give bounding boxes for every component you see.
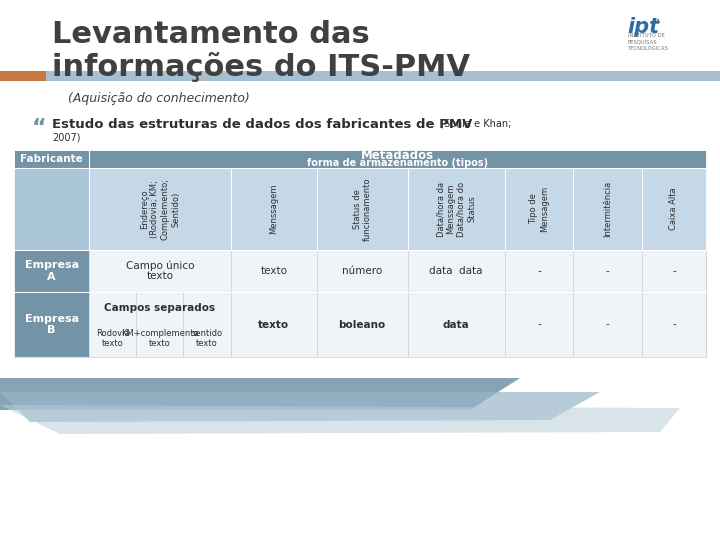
Text: Campos separados: Campos separados <box>104 303 215 313</box>
Text: Data/hora da
Menssagem
Data/hora do
Status: Data/hora da Menssagem Data/hora do Stat… <box>436 181 476 237</box>
Polygon shape <box>0 392 600 422</box>
Text: Caixa Alta: Caixa Alta <box>670 188 678 231</box>
Text: Tipo de
Mensagem: Tipo de Mensagem <box>529 186 549 232</box>
Text: texto: texto <box>146 271 174 281</box>
Text: texto: texto <box>102 339 124 348</box>
Text: Intermitência: Intermitência <box>603 181 612 237</box>
Bar <box>0 71 46 81</box>
Text: KM+complemento: KM+complemento <box>121 329 199 338</box>
Text: -: - <box>606 320 610 329</box>
Text: ': ' <box>656 18 660 32</box>
Text: Metadados: Metadados <box>361 148 434 161</box>
Text: texto: texto <box>260 266 287 276</box>
Text: -: - <box>537 266 541 276</box>
Text: sentido: sentido <box>192 329 222 338</box>
Bar <box>14 292 89 357</box>
Text: (Aquisição do conhecimento): (Aquisição do conhecimento) <box>68 92 250 105</box>
Text: data  data: data data <box>429 266 483 276</box>
Text: “: “ <box>32 118 47 138</box>
Text: -: - <box>537 320 541 329</box>
Text: 2007): 2007) <box>52 132 81 142</box>
Bar <box>14 168 706 250</box>
Text: texto: texto <box>197 339 218 348</box>
Text: ipt: ipt <box>627 17 659 37</box>
Bar <box>46 71 720 81</box>
Polygon shape <box>0 405 680 434</box>
Bar <box>14 250 89 292</box>
Text: -: - <box>606 266 610 276</box>
Text: Empresa
A: Empresa A <box>24 260 78 282</box>
Polygon shape <box>0 378 520 410</box>
Text: texto: texto <box>258 320 289 329</box>
Text: Menssagem: Menssagem <box>269 184 278 234</box>
Text: forma de armazenamento (tipos): forma de armazenamento (tipos) <box>307 158 488 168</box>
Text: INSTITUTO DE
PESQUISAS
TECNOLÓGICAS: INSTITUTO DE PESQUISAS TECNOLÓGICAS <box>628 33 669 51</box>
Text: -: - <box>672 266 676 276</box>
Text: número: número <box>342 266 382 276</box>
Text: Endereço
(Rodovia; KM;
Complemento;
Sentido): Endereço (Rodovia; KM; Complemento; Sent… <box>140 178 180 240</box>
Text: Campo único: Campo único <box>126 261 194 271</box>
Text: boleano: boleano <box>338 320 386 329</box>
Bar <box>14 292 706 357</box>
Text: (Sonia e Khan;: (Sonia e Khan; <box>437 118 511 128</box>
Text: Empresa
B: Empresa B <box>24 314 78 335</box>
Text: Levantamento das: Levantamento das <box>52 20 370 49</box>
Text: texto: texto <box>149 339 171 348</box>
Bar <box>14 168 89 250</box>
Text: Fabricante: Fabricante <box>20 154 83 164</box>
Text: Rodovia: Rodovia <box>96 329 130 338</box>
Bar <box>14 250 706 292</box>
Text: Estudo das estruturas de dados dos fabricantes de PMV: Estudo das estruturas de dados dos fabri… <box>52 118 472 131</box>
Text: Status de
funcionamento: Status de funcionamento <box>353 177 372 241</box>
Bar <box>14 150 706 168</box>
Text: informações do ITS-PMV: informações do ITS-PMV <box>52 52 470 82</box>
Text: data: data <box>443 320 469 329</box>
Text: -: - <box>672 320 676 329</box>
